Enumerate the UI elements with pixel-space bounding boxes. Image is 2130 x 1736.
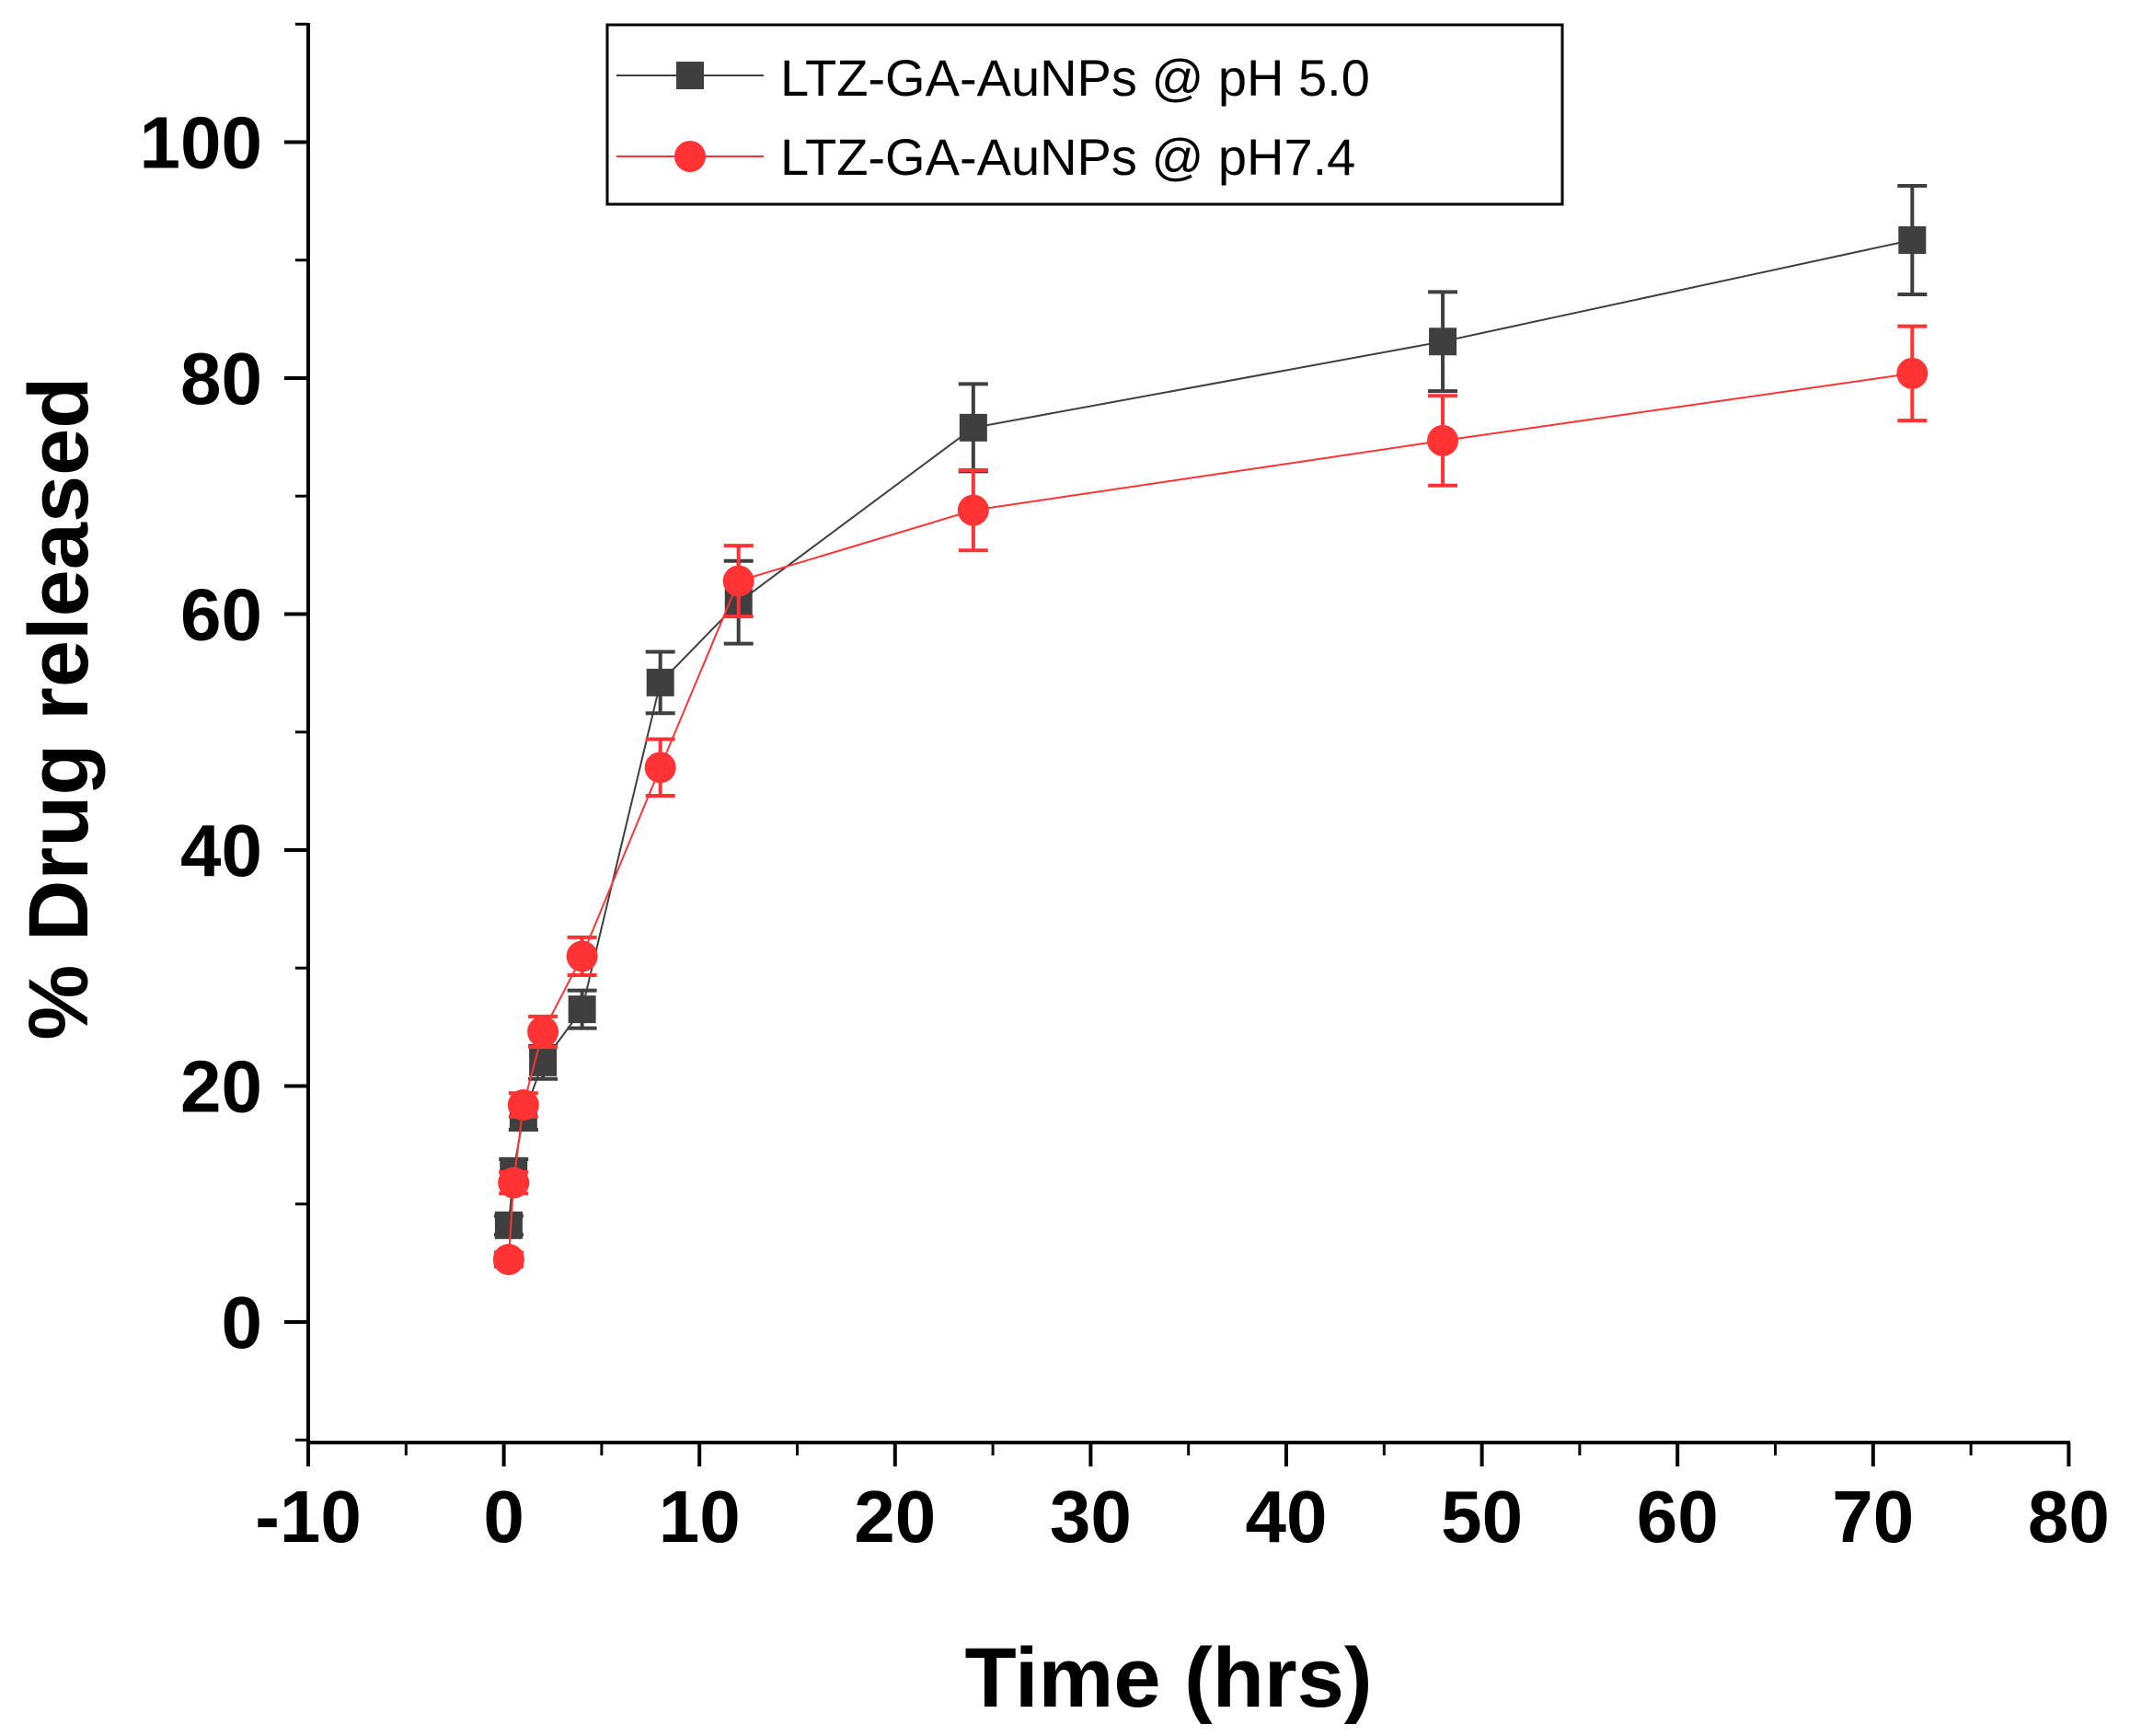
legend-marker-ph7 — [674, 141, 706, 172]
data-point — [1427, 424, 1459, 456]
data-point — [959, 413, 987, 442]
series-ph7 — [492, 324, 1929, 1276]
data-point — [646, 668, 674, 696]
data-point — [1896, 357, 1929, 389]
data-point — [722, 565, 754, 597]
y-tick-label: 40 — [180, 810, 262, 891]
x-tick-label: 40 — [1246, 1476, 1328, 1558]
y-tick-label: 100 — [140, 102, 262, 184]
legend-box — [605, 23, 1564, 206]
x-tick-label: 50 — [1441, 1476, 1523, 1558]
y-tick-label: 0 — [222, 1282, 263, 1363]
y-tick-label: 80 — [180, 338, 262, 420]
data-point — [1429, 328, 1457, 356]
x-tick-label: 60 — [1637, 1476, 1719, 1558]
ticks: -10 0 10 20 30 40 50 60 70 80 0 20 40 60 80 100 — [140, 22, 2110, 1558]
x-tick-label: 70 — [1832, 1476, 1914, 1558]
legend-marker-ph5 — [676, 62, 704, 89]
data-point — [527, 1016, 559, 1048]
x-tick-label: 20 — [854, 1476, 936, 1558]
data-point — [957, 494, 989, 526]
y-tick-label: 20 — [180, 1046, 262, 1128]
x-tick-label: 10 — [659, 1476, 741, 1558]
data-point — [566, 940, 598, 972]
y-tick-label: 60 — [180, 574, 262, 656]
data-point — [568, 995, 596, 1024]
x-tick-label: 0 — [483, 1476, 524, 1558]
series-line — [507, 372, 1913, 1260]
x-axis-title: Time (hrs) — [964, 1631, 1372, 1725]
data-point — [1898, 225, 1927, 254]
data-point — [494, 1211, 523, 1239]
x-tick-label: -10 — [255, 1476, 362, 1558]
data-point — [529, 1048, 558, 1076]
legend-label-ph5: LTZ-GA-AuNPs @ pH 5.0 — [780, 49, 1370, 107]
series-layer — [492, 183, 1929, 1276]
data-point — [492, 1244, 524, 1276]
data-point — [644, 752, 676, 784]
data-point — [498, 1167, 530, 1199]
data-point — [507, 1089, 539, 1121]
x-tick-label: 80 — [2028, 1476, 2110, 1558]
legend-label-ph7: LTZ-GA-AuNPs @ pH7.4 — [780, 128, 1355, 186]
x-tick-label: 30 — [1050, 1476, 1132, 1558]
legend: LTZ-GA-AuNPs @ pH 5.0 LTZ-GA-AuNPs @ pH7… — [605, 23, 1564, 206]
y-axis-title: % Drug released — [12, 377, 106, 1040]
